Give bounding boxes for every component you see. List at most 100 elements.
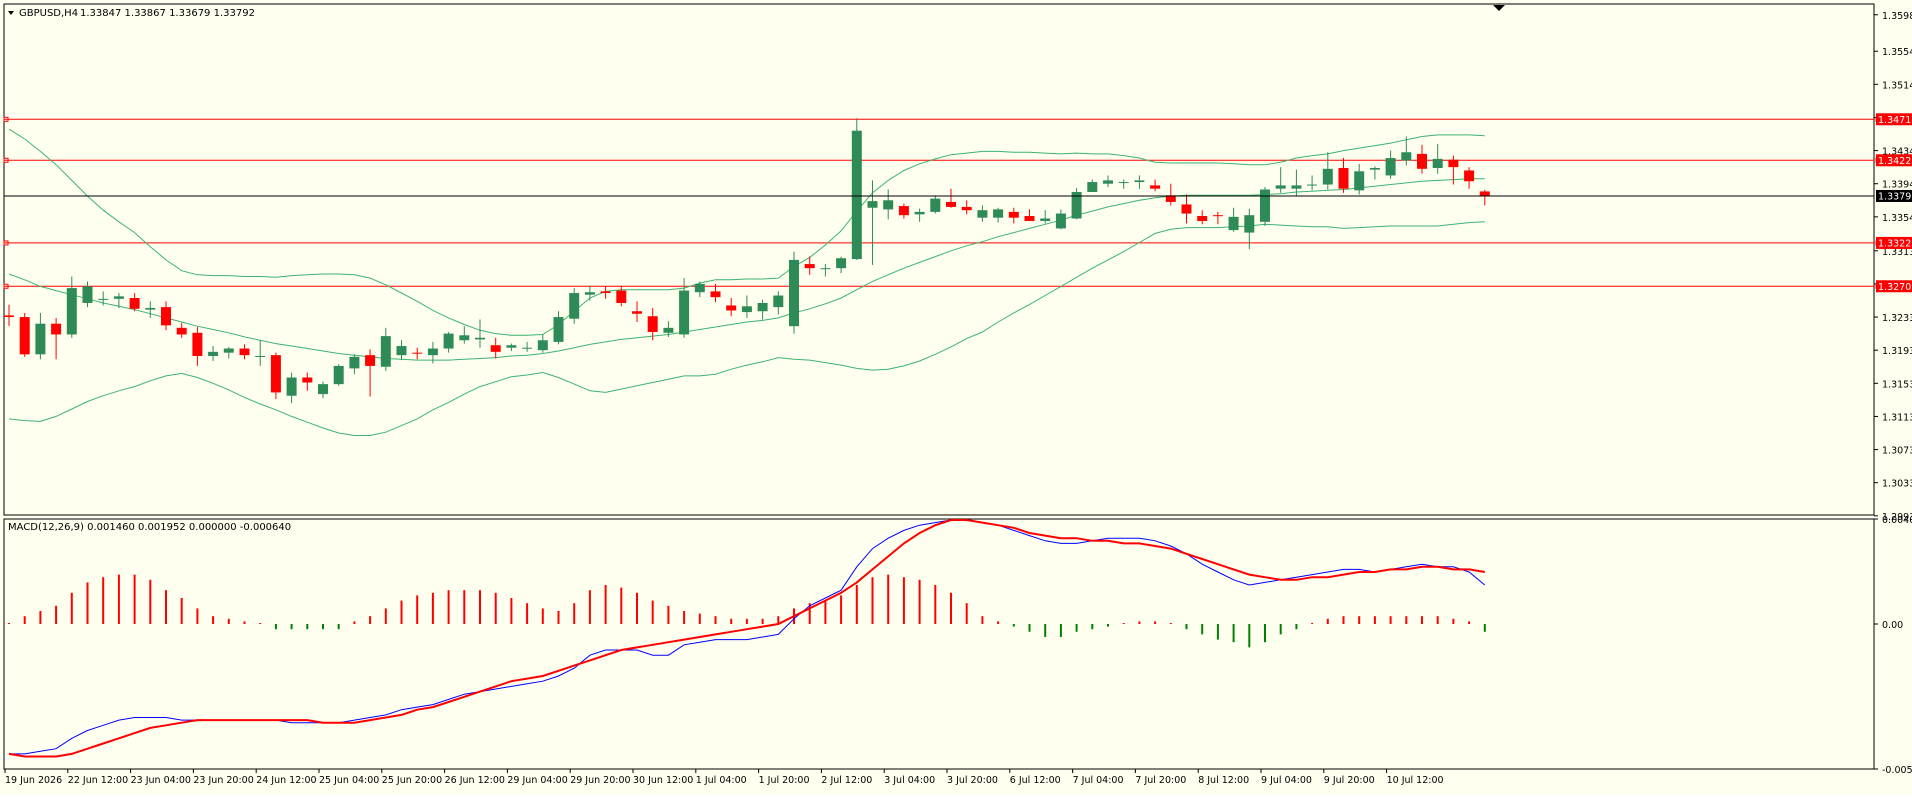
bear-candle — [632, 311, 642, 314]
bull-candle — [506, 345, 517, 348]
bull-candle — [977, 210, 988, 218]
bear-candle — [1181, 204, 1192, 214]
bull-candle — [82, 286, 93, 303]
time-tick-label: 9 Jul 20:00 — [1324, 775, 1375, 786]
current-price-label: 1.33792 — [1878, 191, 1912, 202]
price-panel[interactable] — [3, 3, 1875, 516]
bull-candle — [349, 356, 360, 369]
bull-candle — [1385, 158, 1396, 176]
level-anchor-icon — [3, 116, 9, 122]
bull-candle — [35, 323, 46, 355]
horizontal-levels: 1.34718 1.34223 1.33225 1.32702 — [3, 113, 1912, 293]
bull-candle — [1118, 182, 1129, 184]
bear-candle — [600, 291, 611, 294]
bollinger-upper-band — [8, 128, 1485, 336]
bull-candle — [820, 268, 831, 270]
bull-candle — [522, 347, 533, 349]
bull-candle — [427, 348, 438, 356]
bull-candle — [1322, 168, 1333, 185]
bull-candle — [396, 346, 407, 356]
level-price-label: 1.32702 — [1878, 282, 1912, 293]
bear-candle — [1212, 215, 1223, 217]
bull-candle — [443, 333, 454, 349]
level-price-badge — [1876, 280, 1912, 293]
bull-candle — [584, 292, 595, 295]
time-tick-label: 23 Jun 20:00 — [193, 775, 253, 786]
bull-candle — [459, 335, 470, 341]
price-y-tick-label: 1.31930 — [1882, 346, 1912, 357]
chart-shift-marker-icon[interactable] — [1493, 5, 1505, 11]
bear-candle — [161, 307, 171, 326]
price-y-tick-label: 1.33940 — [1882, 180, 1912, 191]
bear-candle — [1008, 211, 1019, 218]
bull-candle — [333, 365, 344, 385]
bull-candle — [1228, 216, 1239, 231]
bull-candle — [98, 298, 109, 300]
level-price-badge — [1876, 113, 1912, 126]
bull-candle — [1040, 218, 1051, 221]
bull-candle — [1369, 167, 1380, 170]
bull-candle — [1307, 184, 1318, 186]
time-tick-label: 30 Jun 12:00 — [633, 775, 693, 786]
time-tick-label: 9 Jul 04:00 — [1261, 775, 1312, 786]
bull-candle — [1432, 158, 1443, 168]
time-tick-label: 26 Jun 12:00 — [445, 775, 505, 786]
macd-y-tick-label: 0.00 — [1882, 620, 1903, 631]
macd-y-axis: 0.00404 0.00 -0.00558 — [1874, 515, 1912, 776]
bear-candle — [726, 305, 737, 311]
bull-candle — [1354, 171, 1365, 191]
bear-candle — [19, 317, 30, 355]
bull-candle — [694, 283, 705, 293]
time-tick-label: 1 Jul 04:00 — [696, 775, 747, 786]
bear-candle — [129, 298, 140, 309]
bear-candle — [239, 348, 250, 356]
bear-candle — [1479, 191, 1490, 196]
bull-candle — [789, 259, 799, 327]
bear-candle — [302, 377, 313, 383]
bear-candle — [616, 290, 627, 303]
level-anchor-icon — [3, 157, 9, 163]
macd-indicator-label: MACD(12,26,9) 0.001460 0.001952 0.000000… — [8, 522, 291, 533]
bear-candle — [412, 352, 423, 354]
time-tick-label: 7 Jul 04:00 — [1073, 775, 1124, 786]
bear-candle — [4, 315, 14, 318]
time-tick-label: 22 Jun 12:00 — [68, 775, 128, 786]
current-price-line: 1.33792 — [4, 189, 1912, 202]
bull-candle — [380, 336, 391, 367]
bull-candle — [1244, 215, 1255, 233]
time-axis: 19 Jun 2026 22 Jun 12:00 23 Jun 04:00 23 Ju… — [4, 769, 1444, 786]
bull-candle — [1260, 189, 1270, 222]
bull-candle — [1275, 185, 1286, 189]
bull-candle — [773, 295, 784, 308]
current-price-badge — [1876, 189, 1912, 202]
bull-candle — [1291, 185, 1302, 189]
bear-candle — [1150, 185, 1161, 189]
macd-panel[interactable] — [3, 518, 1875, 770]
level-price-label: 1.33225 — [1878, 238, 1912, 249]
bear-candle — [946, 201, 956, 207]
level-price-label: 1.34223 — [1878, 156, 1912, 167]
time-tick-label: 6 Jul 12:00 — [1010, 775, 1061, 786]
bear-candle — [51, 323, 62, 335]
symbol-menu-arrow-icon[interactable] — [8, 11, 14, 15]
bull-candle — [679, 290, 690, 335]
time-tick-label: 25 Jun 20:00 — [382, 775, 442, 786]
level-anchor-icon — [3, 240, 9, 246]
price-y-tick-label: 1.32330 — [1882, 313, 1912, 324]
bull-candle — [537, 340, 548, 351]
bull-candle — [867, 201, 878, 208]
bull-candle — [569, 293, 580, 319]
time-tick-label: 29 Jun 04:00 — [507, 775, 567, 786]
time-tick-label: 19 Jun 2026 — [5, 775, 62, 786]
bear-candle — [1197, 216, 1208, 221]
bear-candle — [898, 206, 909, 216]
bear-candle — [1417, 153, 1427, 169]
bollinger-middle-band — [8, 178, 1485, 361]
price-y-tick-label: 1.35540 — [1882, 47, 1912, 58]
bull-candle — [223, 348, 234, 353]
bull-candle — [663, 327, 674, 333]
level-price-label: 1.34718 — [1878, 115, 1912, 126]
